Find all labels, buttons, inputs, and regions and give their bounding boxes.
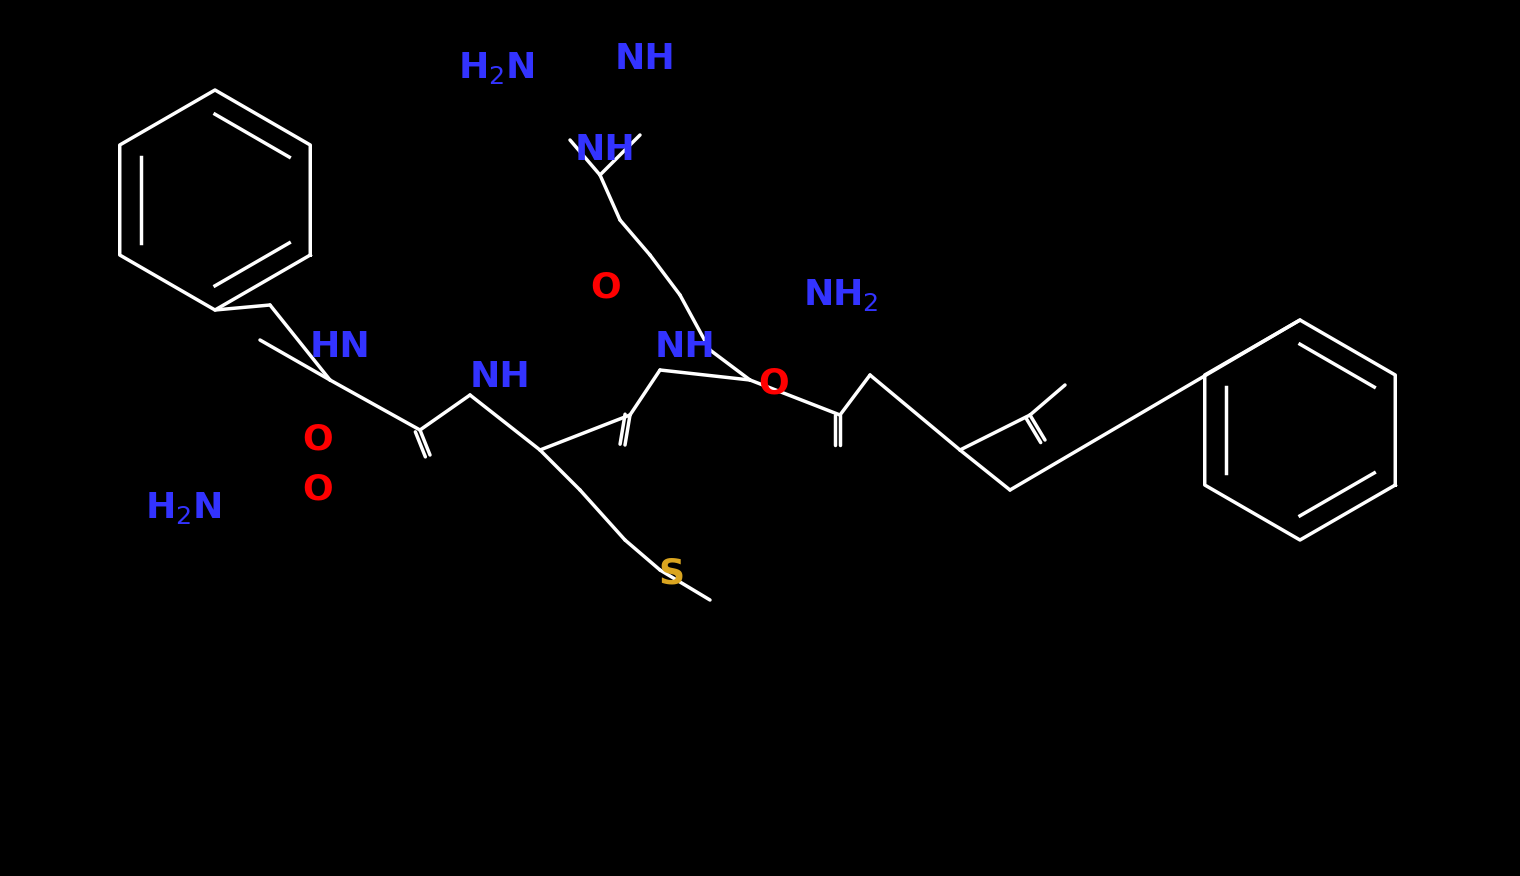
Text: NH: NH: [655, 330, 716, 364]
Text: O: O: [758, 366, 789, 400]
Text: O: O: [591, 271, 622, 305]
Text: O: O: [302, 423, 333, 457]
Text: NH$_2$: NH$_2$: [803, 277, 879, 313]
Text: H$_2$N: H$_2$N: [458, 50, 535, 86]
Text: H$_2$N: H$_2$N: [144, 490, 222, 526]
Text: O: O: [302, 473, 333, 507]
Text: HN: HN: [310, 330, 371, 364]
Text: NH: NH: [616, 42, 676, 76]
Text: NH: NH: [470, 360, 530, 394]
Text: NH: NH: [575, 133, 635, 167]
Text: S: S: [658, 556, 684, 590]
